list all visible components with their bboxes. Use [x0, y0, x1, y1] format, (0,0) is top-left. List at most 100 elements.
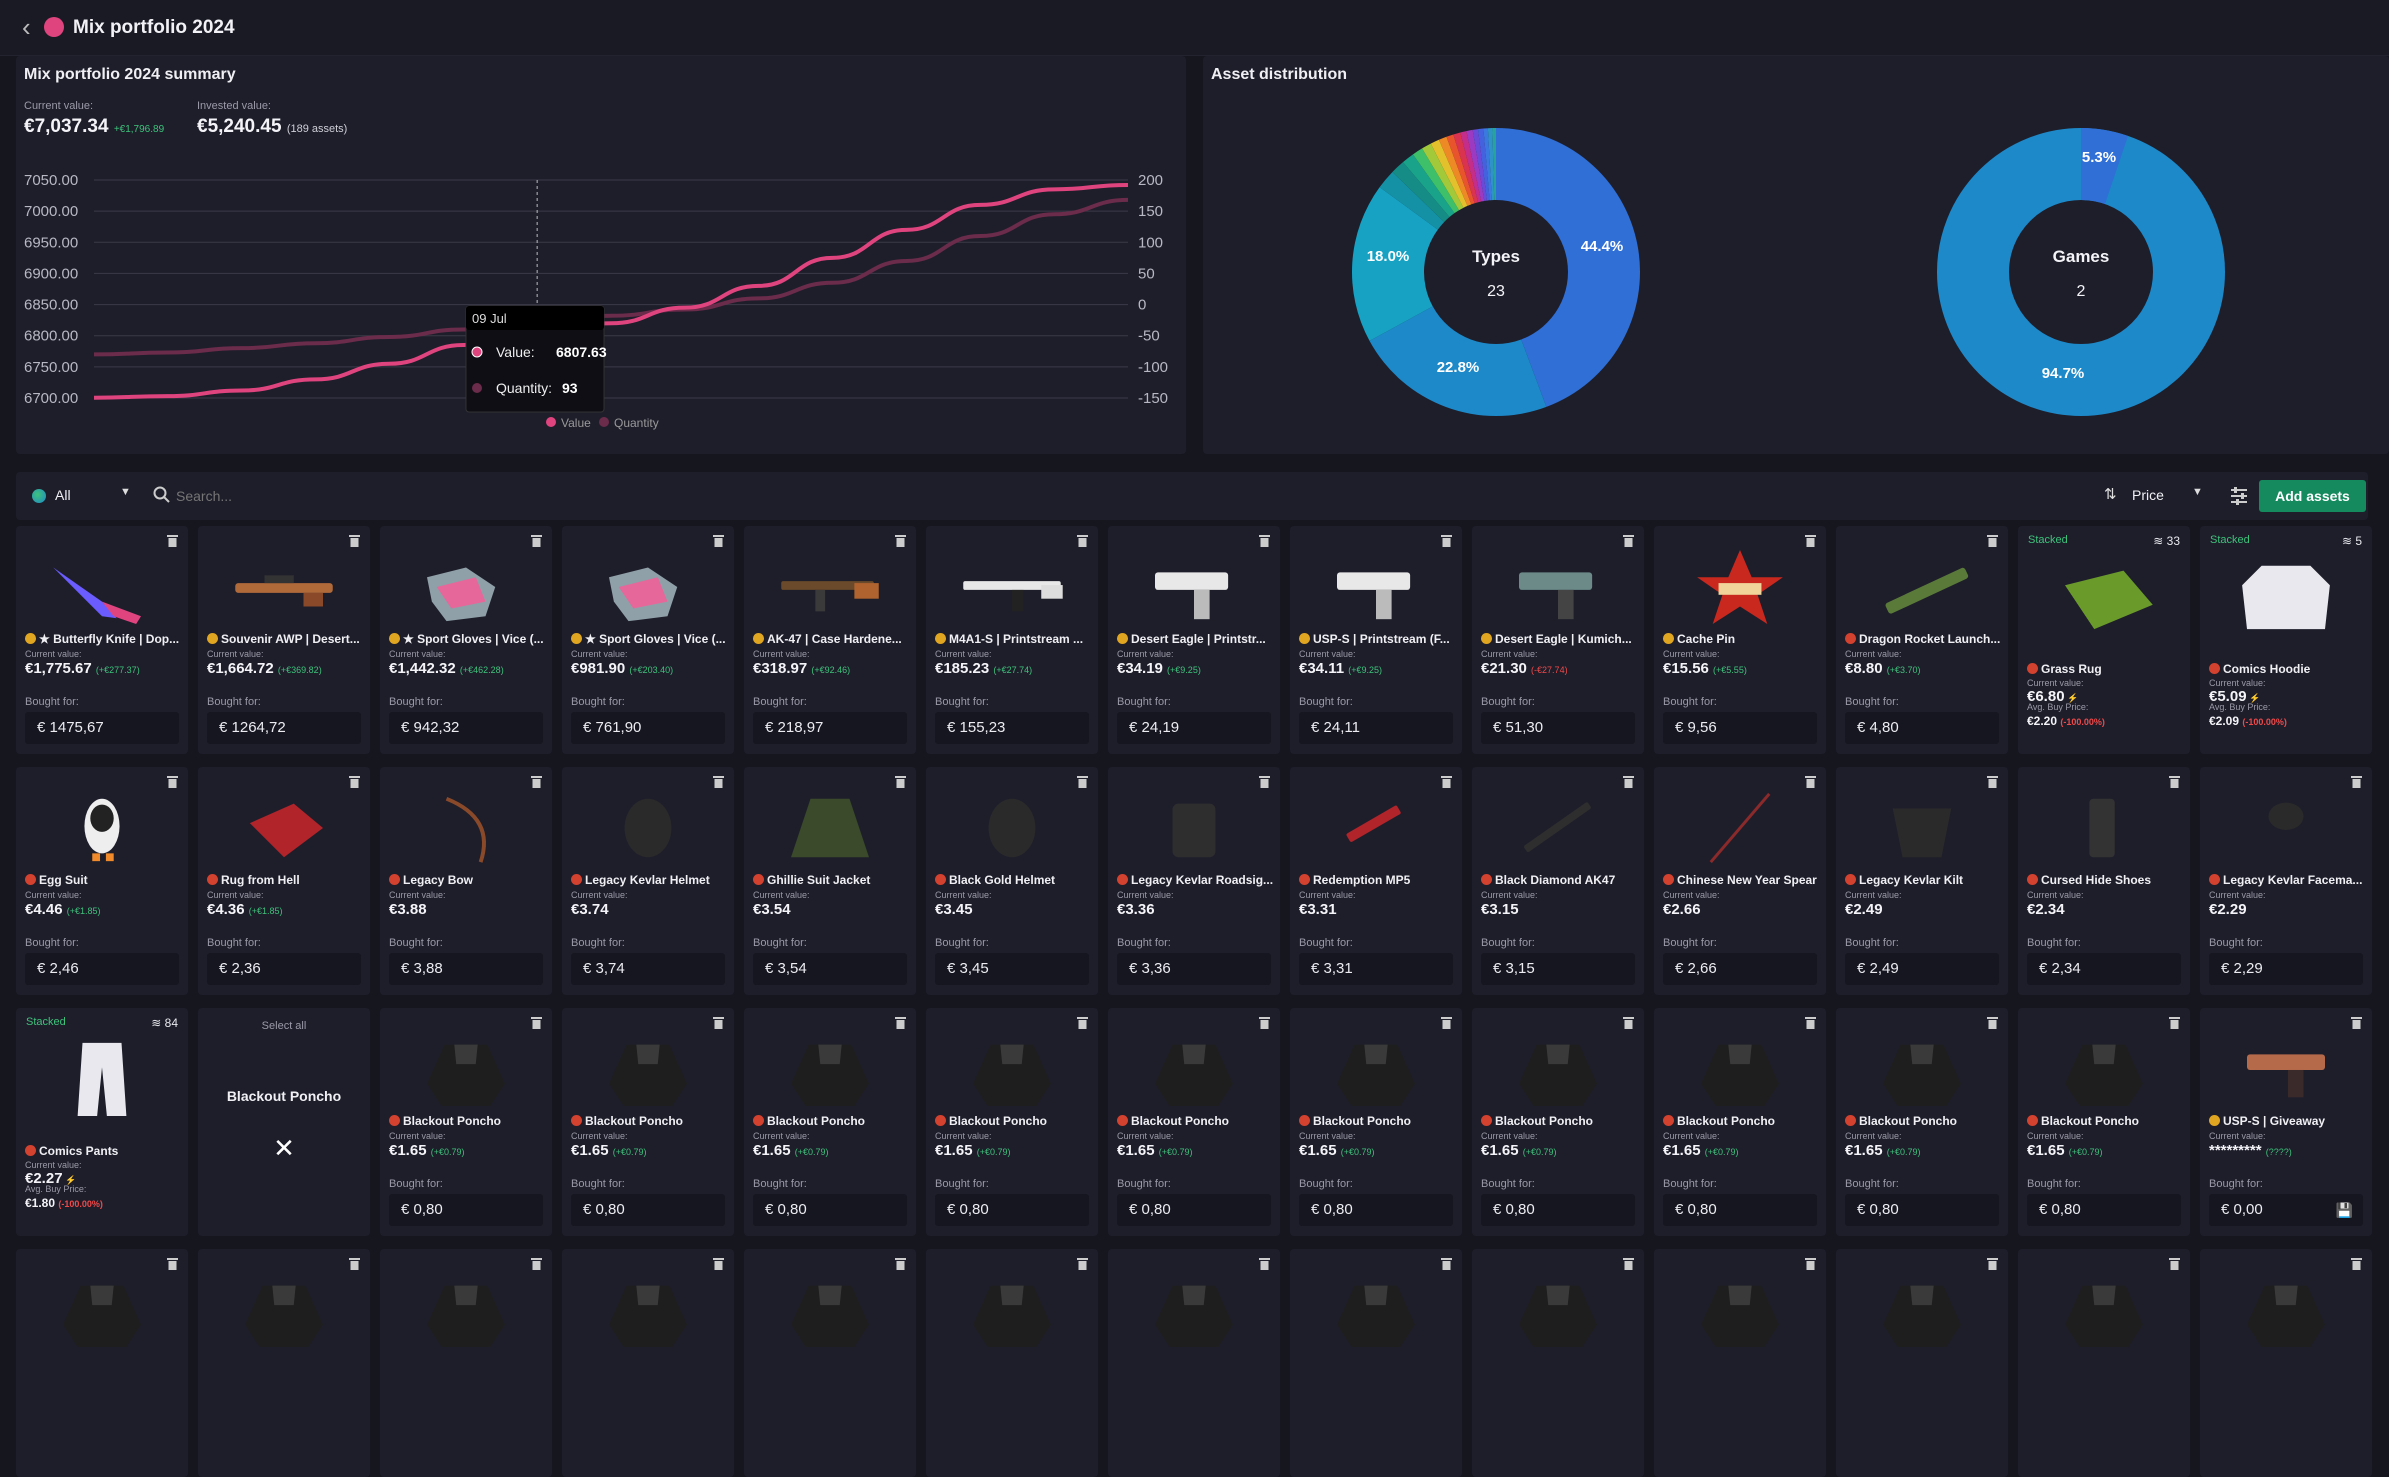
trash-icon[interactable] [349, 775, 360, 788]
types-slice[interactable] [1402, 154, 1455, 218]
asset-card[interactable]: Legacy Kevlar Kilt Current value: €2.49 … [1836, 767, 2008, 995]
trash-icon[interactable] [531, 534, 542, 547]
trash-icon[interactable] [2169, 775, 2180, 788]
trash-icon[interactable] [1805, 775, 1816, 788]
asset-card[interactable]: ★ Sport Gloves | Vice (... Current value… [380, 526, 552, 754]
value-quantity-line-chart[interactable]: 7050.00 200 7000.00 150 6950.00 100 6900.00 50 6… [16, 56, 1186, 454]
asset-card[interactable] [1290, 1249, 1462, 1477]
asset-card[interactable]: ★ Butterfly Knife | Dop... Current value… [16, 526, 188, 754]
asset-card[interactable]: Black Diamond AK47 Current value: €3.15 … [1472, 767, 1644, 995]
asset-card[interactable]: USP-S | Printstream (F... Current value:… [1290, 526, 1462, 754]
sort-icon[interactable]: ⇅ [2104, 486, 2117, 503]
trash-icon[interactable] [1259, 1016, 1270, 1029]
trash-icon[interactable] [1441, 1016, 1452, 1029]
types-slice[interactable] [1369, 306, 1547, 416]
asset-card[interactable]: Blackout Poncho Current value: €1.65 (+€… [380, 1008, 552, 1236]
asset-card[interactable]: Black Gold Helmet Current value: €3.45 B… [926, 767, 1098, 995]
trash-icon[interactable] [1805, 1257, 1816, 1270]
bought-for-input[interactable]: € 24,19 [1117, 712, 1271, 744]
types-slice[interactable] [1483, 128, 1492, 201]
trash-icon[interactable] [1441, 1257, 1452, 1270]
bought-for-input[interactable]: € 0,80 [1299, 1194, 1453, 1226]
asset-card[interactable]: USP-S | Giveaway Current value: ********… [2200, 1008, 2372, 1236]
trash-icon[interactable] [1987, 775, 1998, 788]
bought-for-input[interactable]: € 2,49 [1845, 953, 1999, 985]
trash-icon[interactable] [1259, 534, 1270, 547]
trash-icon[interactable] [713, 1257, 724, 1270]
types-slice[interactable] [1438, 136, 1472, 206]
bought-for-input[interactable]: € 0,80 [753, 1194, 907, 1226]
asset-card[interactable] [926, 1249, 1098, 1477]
asset-card[interactable] [2200, 1249, 2372, 1477]
asset-card[interactable]: Cursed Hide Shoes Current value: €2.34 B… [2018, 767, 2190, 995]
trash-icon[interactable] [349, 1257, 360, 1270]
asset-card[interactable]: Blackout Poncho Current value: €1.65 (+€… [744, 1008, 916, 1236]
asset-card[interactable] [380, 1249, 552, 1477]
trash-icon[interactable] [1441, 775, 1452, 788]
asset-card[interactable]: Redemption MP5 Current value: €3.31 Boug… [1290, 767, 1462, 995]
bought-for-input[interactable]: € 3,54 [753, 953, 907, 985]
trash-icon[interactable] [713, 775, 724, 788]
bought-for-input[interactable]: € 2,46 [25, 953, 179, 985]
bought-for-input[interactable]: € 51,30 [1481, 712, 1635, 744]
bought-for-input[interactable]: € 0,80 [389, 1194, 543, 1226]
asset-card[interactable] [1108, 1249, 1280, 1477]
trash-icon[interactable] [2351, 1016, 2362, 1029]
bought-for-input[interactable]: € 0,80 [935, 1194, 1089, 1226]
trash-icon[interactable] [1623, 775, 1634, 788]
trash-icon[interactable] [167, 534, 178, 547]
types-slice[interactable] [1392, 162, 1450, 222]
trash-icon[interactable] [1987, 534, 1998, 547]
bought-for-input[interactable]: € 0,80 [571, 1194, 725, 1226]
types-slice[interactable] [1492, 128, 1496, 201]
asset-card[interactable]: Rug from Hell Current value: €4.36 (+€1.… [198, 767, 370, 995]
close-icon[interactable]: ✕ [273, 1133, 295, 1163]
trash-icon[interactable] [895, 1257, 906, 1270]
asset-card[interactable] [2018, 1249, 2190, 1477]
bought-for-input[interactable]: € 3,88 [389, 953, 543, 985]
trash-icon[interactable] [531, 775, 542, 788]
trash-icon[interactable] [531, 1016, 542, 1029]
trash-icon[interactable] [1259, 1257, 1270, 1270]
types-slice[interactable] [1496, 128, 1640, 407]
filter-chevron-down-icon[interactable]: ▼ [120, 486, 131, 498]
sort-select[interactable]: Price [2132, 487, 2164, 503]
asset-card[interactable]: Blackout Poncho Current value: €1.65 (+€… [2018, 1008, 2190, 1236]
asset-card[interactable]: Chinese New Year Spear Current value: €2… [1654, 767, 1826, 995]
filter-select[interactable]: All [55, 487, 71, 503]
types-slice[interactable] [1466, 129, 1485, 202]
trash-icon[interactable] [1077, 1016, 1088, 1029]
bought-for-input[interactable]: € 9,56 [1663, 712, 1817, 744]
trash-icon[interactable] [1623, 1257, 1634, 1270]
types-slice[interactable] [1379, 171, 1445, 230]
types-slice[interactable] [1460, 131, 1482, 203]
asset-card[interactable] [744, 1249, 916, 1477]
settings-sliders-icon[interactable] [2230, 487, 2248, 505]
trash-icon[interactable] [895, 1016, 906, 1029]
asset-card[interactable]: Blackout Poncho Current value: €1.65 (+€… [926, 1008, 1098, 1236]
asset-card[interactable]: Cache Pin Current value: €15.56 (+€5.55)… [1654, 526, 1826, 754]
asset-card[interactable]: Blackout Poncho Current value: €1.65 (+€… [1654, 1008, 1826, 1236]
trash-icon[interactable] [1077, 775, 1088, 788]
asset-card[interactable] [1472, 1249, 1644, 1477]
bought-for-input[interactable]: € 2,29 [2209, 953, 2363, 985]
asset-card[interactable]: Dragon Rocket Launch... Current value: €… [1836, 526, 2008, 754]
trash-icon[interactable] [2169, 1016, 2180, 1029]
games-donut[interactable] [1937, 128, 2225, 416]
bought-for-input[interactable]: € 3,15 [1481, 953, 1635, 985]
asset-card[interactable]: ★ Sport Gloves | Vice (... Current value… [562, 526, 734, 754]
asset-card[interactable]: Blackout Poncho Current value: €1.65 (+€… [1836, 1008, 2008, 1236]
asset-card[interactable] [1836, 1249, 2008, 1477]
trash-icon[interactable] [1987, 1257, 1998, 1270]
asset-card[interactable]: Blackout Poncho Current value: €1.65 (+€… [1108, 1008, 1280, 1236]
asset-card[interactable]: Blackout Poncho Current value: €1.65 (+€… [562, 1008, 734, 1236]
trash-icon[interactable] [349, 534, 360, 547]
trash-icon[interactable] [713, 1016, 724, 1029]
search-input[interactable] [176, 484, 776, 508]
asset-card[interactable]: Desert Eagle | Kumich... Current value: … [1472, 526, 1644, 754]
bought-for-input[interactable]: € 0,00 💾 [2209, 1194, 2363, 1226]
bought-for-input[interactable]: € 3,74 [571, 953, 725, 985]
types-slice[interactable] [1477, 128, 1490, 201]
trash-icon[interactable] [167, 1257, 178, 1270]
bought-for-input[interactable]: € 942,32 [389, 712, 543, 744]
